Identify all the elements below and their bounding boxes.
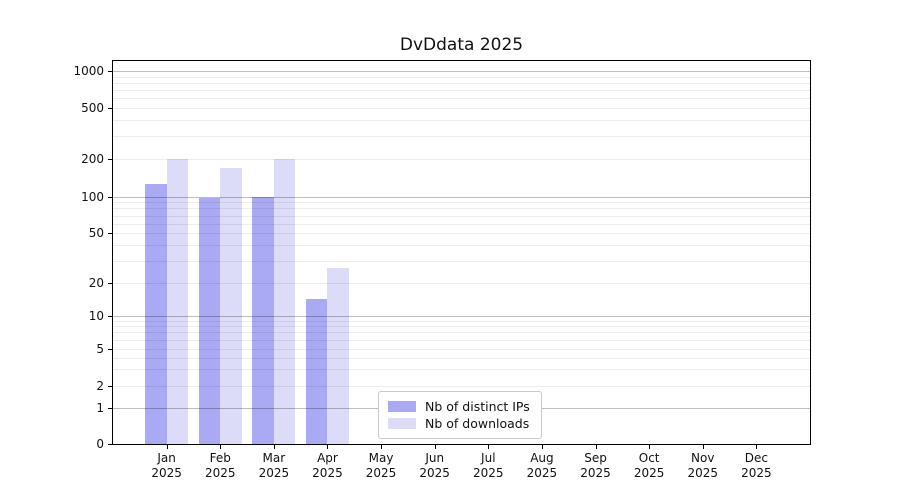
x-axis-tick: [756, 445, 758, 449]
bar-distinct-ips-jan: [145, 184, 167, 444]
bar-distinct-ips-apr: [305, 299, 328, 444]
minor-gridline: [113, 76, 810, 78]
minor-gridline: [113, 223, 810, 225]
x-axis-tick: [327, 445, 329, 449]
x-axis-tick-label: Nov 2025: [687, 451, 719, 480]
bar-distinct-ips-feb: [198, 198, 221, 444]
minor-gridline: [113, 158, 810, 160]
y-axis-tick: [108, 107, 112, 109]
y-axis-tick-label: 1000: [73, 64, 104, 78]
major-gridline: [113, 71, 810, 72]
x-axis-tick: [541, 445, 543, 449]
x-axis-tick: [166, 445, 168, 449]
minor-gridline: [113, 385, 810, 387]
bar-downloads-mar: [273, 158, 296, 444]
x-axis-tick-label: Apr 2025: [312, 451, 343, 480]
x-axis-tick-label: Dec 2025: [741, 451, 772, 480]
x-axis-tick: [702, 445, 704, 449]
legend-entry-label: Nb of downloads: [425, 416, 530, 431]
minor-gridline: [113, 326, 810, 328]
x-axis-tick-label: Oct 2025: [633, 451, 665, 480]
y-axis-tick: [108, 385, 112, 387]
x-axis-tick-label: Jan 2025: [151, 451, 182, 480]
minor-gridline: [113, 82, 810, 84]
minor-gridline: [113, 245, 810, 247]
major-gridline: [113, 315, 810, 317]
y-axis-tick: [108, 315, 112, 317]
y-axis-tick: [108, 444, 112, 445]
y-axis-tick: [108, 196, 112, 198]
y-axis-tick-label: 5: [96, 341, 104, 356]
y-axis-tick-label: 2: [96, 378, 104, 393]
y-axis-tick: [108, 407, 112, 409]
y-axis-tick-label: 500: [81, 100, 104, 115]
x-axis-tick-label: Jun 2025: [419, 451, 450, 480]
x-axis-tick-label: May 2025: [365, 451, 397, 480]
y-axis-tick-label: 50: [88, 226, 104, 241]
minor-gridline: [113, 120, 810, 122]
x-axis-tick-label: Aug 2025: [526, 451, 558, 480]
x-axis-tick: [220, 445, 222, 449]
legend-entry: Nb of downloads: [388, 415, 532, 432]
y-axis-tick: [108, 282, 112, 284]
minor-gridline: [113, 202, 810, 204]
x-axis-tick: [381, 445, 383, 449]
y-axis-tick: [108, 233, 112, 235]
x-axis-tick-label: Mar 2025: [258, 451, 290, 480]
bar-distinct-ips-mar: [252, 196, 274, 444]
minor-gridline: [113, 98, 810, 100]
x-axis-tick-label: Feb 2025: [204, 451, 236, 480]
minor-gridline: [113, 107, 810, 109]
legend-entry-label: Nb of distinct IPs: [425, 399, 530, 414]
legend-entry: Nb of distinct IPs: [388, 398, 532, 415]
minor-gridline: [113, 348, 810, 350]
x-axis-tick: [595, 445, 597, 449]
legend-swatch: [388, 418, 416, 429]
y-axis-tick: [108, 348, 112, 350]
legend: Nb of distinct IPs Nb of downloads: [378, 391, 542, 439]
minor-gridline: [113, 332, 810, 334]
y-axis-tick: [108, 71, 112, 72]
minor-gridline: [113, 208, 810, 210]
y-axis-tick-label: 20: [88, 275, 104, 290]
bar-downloads-feb: [220, 168, 242, 444]
legend-swatch: [388, 401, 416, 412]
minor-gridline: [113, 357, 810, 359]
minor-gridline: [113, 339, 810, 341]
minor-gridline: [113, 136, 810, 138]
x-axis-tick: [649, 445, 651, 449]
x-axis-tick: [434, 445, 436, 449]
y-axis-tick-label: 1: [96, 400, 104, 415]
y-axis-tick-label: 100: [81, 189, 104, 204]
x-axis-tick: [273, 445, 275, 449]
x-axis-tick: [488, 445, 490, 449]
bar-downloads-jan: [166, 158, 189, 444]
minor-gridline: [113, 320, 810, 322]
y-axis-tick-label: 0: [96, 437, 104, 451]
chart-title: DvDdata 2025: [399, 35, 524, 55]
minor-gridline: [113, 282, 810, 284]
major-gridline: [113, 196, 810, 198]
y-axis-tick-label: 200: [81, 151, 104, 166]
minor-gridline: [113, 215, 810, 217]
minor-gridline: [113, 260, 810, 262]
y-axis-tick: [108, 158, 112, 160]
bar-downloads-apr: [327, 268, 349, 444]
y-axis-tick-label: 10: [88, 308, 104, 323]
minor-gridline: [113, 369, 810, 371]
x-axis-tick-label: Jul 2025: [473, 451, 504, 480]
x-axis-tick-label: Sep 2025: [580, 451, 611, 480]
minor-gridline: [113, 89, 810, 91]
minor-gridline: [113, 233, 810, 235]
